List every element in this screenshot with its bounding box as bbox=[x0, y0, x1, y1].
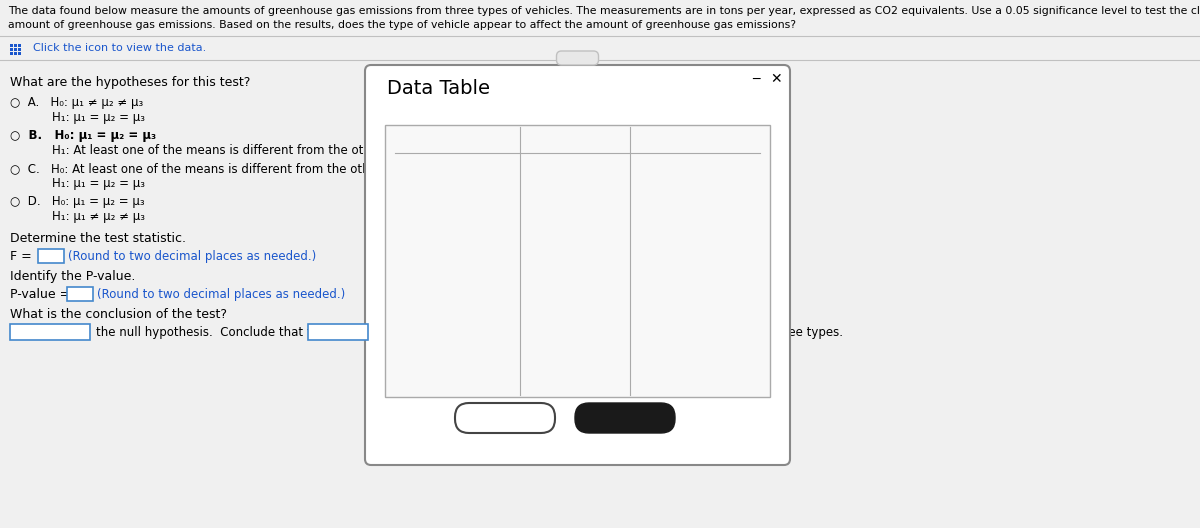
FancyBboxPatch shape bbox=[14, 44, 17, 47]
Text: Type A: Type A bbox=[442, 139, 488, 152]
Text: ○  A.   H₀: μ₁ ≠ μ₂ ≠ μ₃: ○ A. H₀: μ₁ ≠ μ₂ ≠ μ₃ bbox=[10, 96, 143, 109]
Text: H₁: μ₁ = μ₂ = μ₃: H₁: μ₁ = μ₂ = μ₃ bbox=[52, 177, 145, 190]
Text: 6.4: 6.4 bbox=[456, 328, 474, 342]
FancyBboxPatch shape bbox=[18, 52, 22, 55]
Text: ▼: ▼ bbox=[82, 329, 89, 338]
Text: the null hypothesis.  Conclude that the type of vehicle: the null hypothesis. Conclude that the t… bbox=[96, 326, 418, 339]
Text: · · ·: · · · bbox=[570, 53, 584, 62]
Text: 5.8: 5.8 bbox=[456, 255, 474, 268]
Text: P-value =: P-value = bbox=[10, 288, 71, 301]
Text: (Round to two decimal places as needed.): (Round to two decimal places as needed.) bbox=[68, 250, 317, 263]
FancyBboxPatch shape bbox=[455, 403, 554, 433]
FancyBboxPatch shape bbox=[10, 52, 13, 55]
Text: 9.4: 9.4 bbox=[676, 231, 695, 243]
Text: 8.2: 8.2 bbox=[565, 304, 584, 317]
Text: Data Table: Data Table bbox=[386, 79, 490, 98]
Text: 9.2: 9.2 bbox=[676, 328, 695, 342]
Text: F =: F = bbox=[10, 250, 31, 263]
Text: Click the icon to view the data.: Click the icon to view the data. bbox=[26, 43, 206, 53]
Text: 6.2: 6.2 bbox=[456, 182, 474, 194]
Text: 9.7: 9.7 bbox=[676, 157, 695, 170]
Text: Done: Done bbox=[606, 410, 644, 423]
Text: H₁: μ₁ ≠ μ₂ ≠ μ₃: H₁: μ₁ ≠ μ₂ ≠ μ₃ bbox=[52, 210, 145, 223]
Text: 8.4: 8.4 bbox=[565, 206, 584, 219]
Text: The data found below measure the amounts of greenhouse gas emissions from three : The data found below measure the amounts… bbox=[8, 6, 1200, 16]
Text: 6.5: 6.5 bbox=[456, 206, 474, 219]
Text: appear to affect the amount of greenhouse gas emissions for these three types.: appear to affect the amount of greenhous… bbox=[368, 326, 842, 339]
Text: Type C: Type C bbox=[662, 139, 708, 152]
FancyBboxPatch shape bbox=[10, 324, 90, 340]
Text: 6.5: 6.5 bbox=[456, 157, 474, 170]
FancyBboxPatch shape bbox=[575, 403, 674, 433]
Text: (Round to two decimal places as needed.): (Round to two decimal places as needed.) bbox=[97, 288, 346, 301]
Text: amount of greenhouse gas emissions. Based on the results, does the type of vehic: amount of greenhouse gas emissions. Base… bbox=[8, 20, 796, 30]
Text: What is the conclusion of the test?: What is the conclusion of the test? bbox=[10, 308, 227, 321]
Text: 9.4: 9.4 bbox=[676, 353, 695, 366]
Text: ○  C.   H₀: At least one of the means is different from the others.: ○ C. H₀: At least one of the means is di… bbox=[10, 162, 391, 175]
FancyBboxPatch shape bbox=[14, 52, 17, 55]
Text: 7.3: 7.3 bbox=[565, 255, 584, 268]
Text: 8.8: 8.8 bbox=[565, 328, 584, 342]
FancyBboxPatch shape bbox=[10, 44, 13, 47]
Text: 8.5: 8.5 bbox=[676, 304, 695, 317]
Text: ▼: ▼ bbox=[361, 329, 367, 338]
Text: ─: ─ bbox=[752, 73, 760, 86]
FancyBboxPatch shape bbox=[14, 48, 17, 51]
Text: Type B: Type B bbox=[552, 139, 599, 152]
Text: Identify the P-value.: Identify the P-value. bbox=[10, 270, 136, 283]
FancyBboxPatch shape bbox=[67, 287, 94, 301]
Text: 7.7: 7.7 bbox=[565, 182, 584, 194]
Text: 8.8: 8.8 bbox=[565, 279, 584, 293]
FancyBboxPatch shape bbox=[385, 125, 770, 397]
FancyBboxPatch shape bbox=[365, 65, 790, 465]
Text: 6.9: 6.9 bbox=[456, 378, 474, 391]
Text: 9.9: 9.9 bbox=[676, 279, 695, 293]
Text: ✕: ✕ bbox=[770, 72, 781, 86]
FancyBboxPatch shape bbox=[38, 249, 64, 263]
Text: 8.2: 8.2 bbox=[565, 157, 584, 170]
Text: 9.1: 9.1 bbox=[676, 206, 695, 219]
FancyBboxPatch shape bbox=[18, 44, 22, 47]
FancyBboxPatch shape bbox=[18, 48, 22, 51]
FancyBboxPatch shape bbox=[557, 51, 599, 65]
FancyBboxPatch shape bbox=[308, 324, 368, 340]
Text: What are the hypotheses for this test?: What are the hypotheses for this test? bbox=[10, 76, 251, 89]
Text: ○  B.   H₀: μ₁ = μ₂ = μ₃: ○ B. H₀: μ₁ = μ₂ = μ₃ bbox=[10, 129, 156, 142]
Text: H₁: μ₁ = μ₂ = μ₃: H₁: μ₁ = μ₂ = μ₃ bbox=[52, 111, 145, 124]
Text: H₁: At least one of the means is different from the others.: H₁: At least one of the means is differe… bbox=[52, 144, 394, 157]
Text: 9.7: 9.7 bbox=[676, 255, 695, 268]
FancyBboxPatch shape bbox=[10, 48, 13, 51]
Text: 6.2: 6.2 bbox=[456, 353, 474, 366]
Text: ⧉: ⧉ bbox=[752, 129, 758, 139]
Text: ○  D.   H₀: μ₁ = μ₂ = μ₃: ○ D. H₀: μ₁ = μ₂ = μ₃ bbox=[10, 195, 145, 208]
Text: 7.5: 7.5 bbox=[456, 279, 474, 293]
Text: Determine the test statistic.: Determine the test statistic. bbox=[10, 232, 186, 245]
Text: 9.7: 9.7 bbox=[676, 182, 695, 194]
Text: Print: Print bbox=[490, 410, 521, 423]
Text: 8.9: 8.9 bbox=[565, 231, 584, 243]
Text: 6.4: 6.4 bbox=[456, 304, 474, 317]
Text: 6.5: 6.5 bbox=[456, 231, 474, 243]
